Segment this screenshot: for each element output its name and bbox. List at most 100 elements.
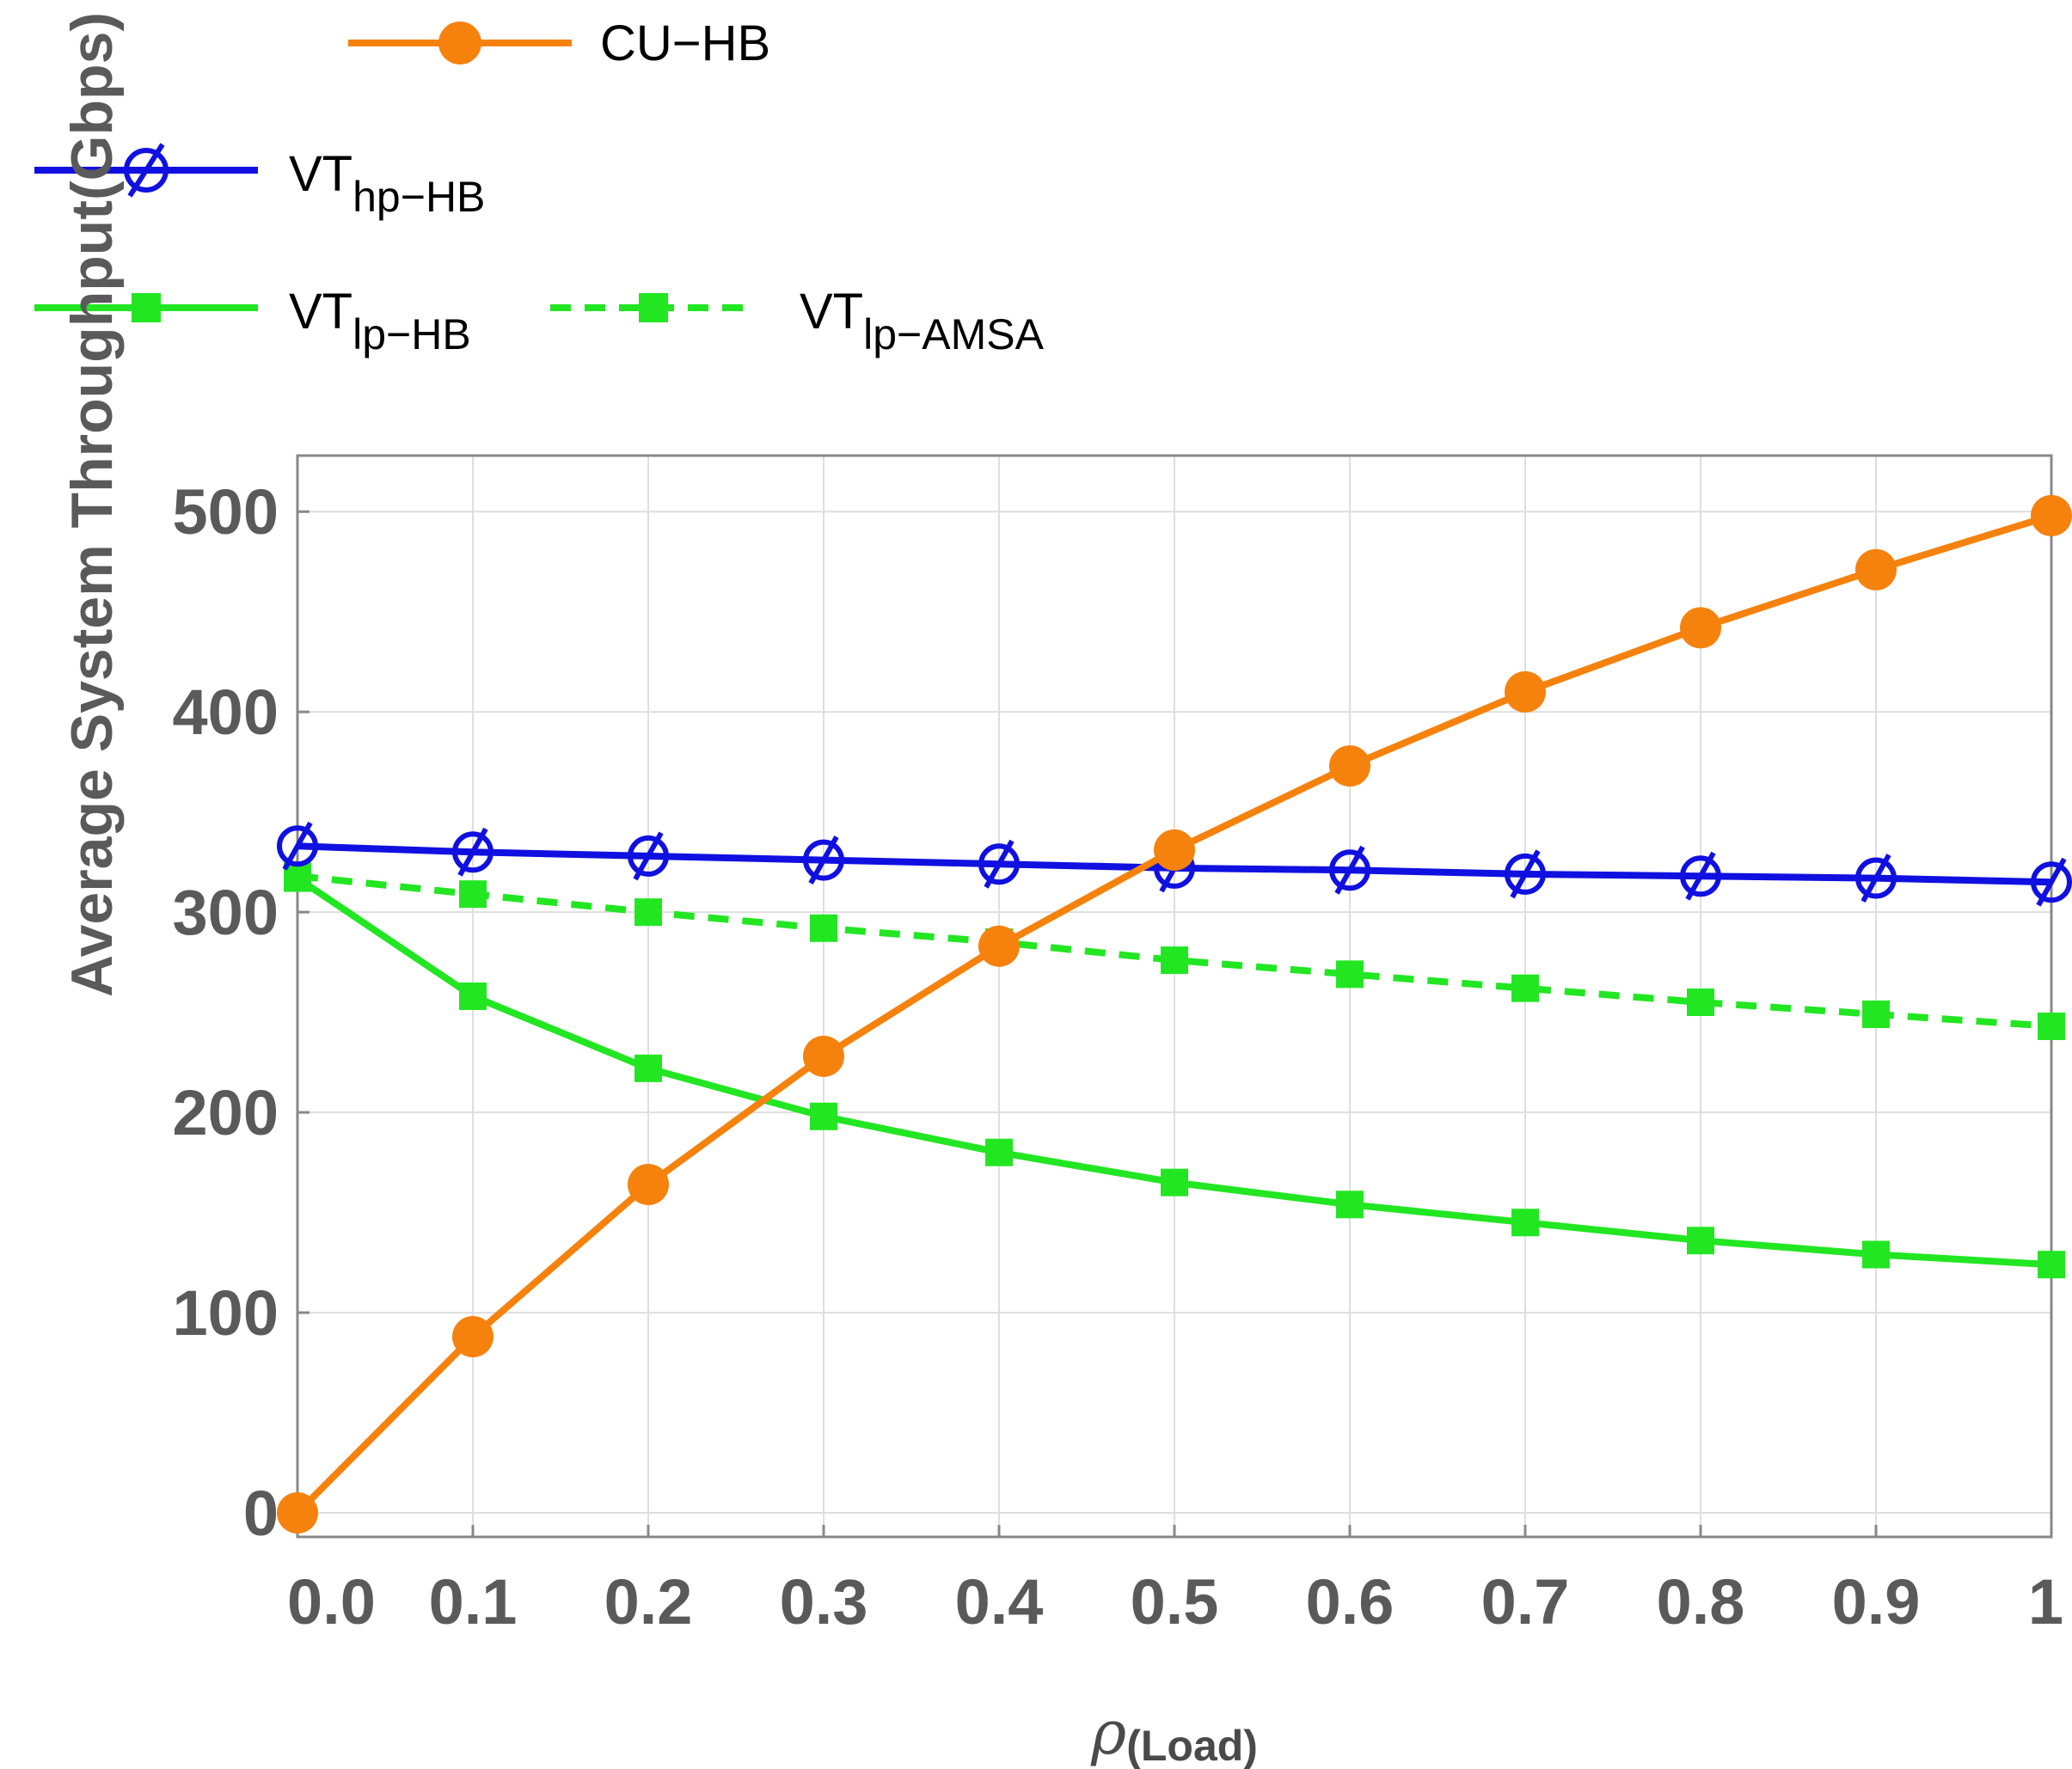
x-tick-label: 0.6 [1306, 1566, 1395, 1637]
data-point-vt-hp-hb [452, 831, 493, 873]
x-ticks: 0.0 0.1 0.2 0.3 0.4 0.5 0.6 0.7 0.8 0.9 1 [287, 1525, 2063, 1637]
x-tick-label: 0.8 [1657, 1566, 1745, 1637]
legend-label-vt-hp-hb: VThp−HB [289, 146, 485, 221]
data-point-slash-vt-hp-hb [1510, 849, 1541, 899]
legend-label-vt-hp-hb-main: VT [289, 146, 352, 202]
legend-label-vt-lp-amsa: VTlp−AMSA [800, 284, 1045, 358]
data-point-vt-lp-amsa [459, 880, 487, 909]
data-point-slash-vt-hp-hb [808, 836, 839, 885]
data-point-vt-hp-hb [2031, 861, 2072, 903]
legend-entry-vt-lp-amsa: VTlp−AMSA [550, 284, 1045, 358]
y-tick-label: 300 [173, 877, 279, 948]
series-layer [277, 494, 2072, 1534]
legend-label-cu-hb: CU−HB [600, 15, 770, 71]
data-point-cu-hb [2031, 494, 2072, 536]
data-point-vt-lp-amsa [1511, 974, 1539, 1002]
legend-label-vt-lp-hb: VTlp−HB [289, 284, 471, 358]
data-point-vt-lp-hb [810, 1102, 837, 1130]
data-point-vt-lp-hb [284, 864, 311, 892]
data-point-vt-hp-hb [628, 835, 669, 877]
y-tick-label: 500 [173, 476, 279, 548]
y-tick-label: 100 [173, 1277, 279, 1349]
data-point-cu-hb [1329, 745, 1370, 787]
data-point-vt-lp-hb [1687, 1227, 1714, 1255]
data-point-vt-lp-amsa [1862, 1000, 1890, 1028]
legend-label-vt-lp-hb-main: VT [289, 284, 352, 340]
data-point-slash-vt-hp-hb [633, 831, 664, 881]
data-point-slash-vt-hp-hb [282, 821, 313, 871]
data-point-slash-vt-hp-hb [457, 827, 488, 877]
data-point-vt-lp-hb [1336, 1191, 1364, 1219]
data-point-cu-hb [1855, 548, 1897, 591]
data-point-vt-lp-hb [1161, 1168, 1188, 1197]
x-tick-label: 0.4 [955, 1566, 1044, 1637]
data-point-cu-hb [277, 1492, 318, 1534]
legend-marker-vt-hp-hb [124, 148, 169, 193]
legend-label-cu-hb-main: CU−HB [600, 15, 770, 71]
data-point-vt-lp-amsa [810, 914, 837, 942]
y-ticks: 0 100 200 300 400 500 [173, 476, 310, 1549]
x-tick-label: 0.9 [1832, 1566, 1921, 1637]
legend-marker-vt-hp-hb-slash [127, 143, 165, 198]
data-point-cu-hb [452, 1316, 493, 1358]
data-point-vt-hp-hb [1505, 853, 1546, 895]
data-point-slash-vt-hp-hb [1861, 854, 1891, 903]
data-point-vt-lp-amsa [1161, 946, 1188, 975]
legend-entry-cu-hb: CU−HB [348, 15, 770, 71]
data-point-cu-hb [803, 1035, 844, 1077]
y-tick-label: 200 [173, 1077, 279, 1148]
series-vt-lp-hb [284, 864, 2065, 1279]
y-tick-label: 400 [173, 676, 279, 748]
x-tick-label: 0.5 [1131, 1566, 1219, 1637]
data-point-vt-lp-amsa [2038, 1012, 2065, 1040]
data-point-vt-lp-hb [2038, 1251, 2065, 1279]
data-point-vt-hp-hb [978, 843, 1020, 885]
data-point-vt-lp-amsa [1336, 960, 1364, 989]
legend-marker-cu-hb [438, 21, 481, 64]
data-point-vt-hp-hb [803, 839, 844, 881]
series-cu-hb [277, 494, 2072, 1534]
x-axis-title-symbol: ρ [1090, 1698, 1126, 1768]
data-point-cu-hb [1680, 607, 1721, 649]
data-point-vt-lp-hb [634, 1054, 662, 1082]
legend-entry-vt-hp-hb: VThp−HB [34, 143, 485, 221]
x-axis-title: ρ(Load) [1090, 1698, 1258, 1769]
x-tick-label: 0.2 [604, 1566, 693, 1637]
x-tick-label: 1 [2028, 1566, 2063, 1637]
data-point-vt-lp-amsa [634, 898, 662, 927]
legend-label-vt-hp-hb-sub: hp−HB [352, 173, 485, 221]
data-point-vt-lp-amsa [1687, 988, 1714, 1016]
data-point-vt-hp-hb [1680, 855, 1721, 897]
legend-marker-vt-lp-amsa [639, 293, 668, 322]
legend-entry-vt-lp-hb: VTlp−HB [34, 284, 471, 358]
data-point-vt-lp-hb [1511, 1209, 1539, 1237]
data-point-cu-hb [978, 925, 1020, 967]
x-tick-label: 0.7 [1481, 1566, 1570, 1637]
x-tick-label: 0.3 [780, 1566, 868, 1637]
data-point-cu-hb [1505, 670, 1546, 713]
series-line-vt-lp-amsa [297, 872, 2052, 1030]
legend-label-vt-lp-amsa-main: VT [800, 284, 863, 340]
data-point-vt-hp-hb [277, 825, 318, 867]
legend-label-vt-lp-amsa-sub: lp−AMSA [863, 310, 1044, 358]
grid-horizontal [297, 511, 2051, 1515]
data-point-slash-vt-hp-hb [1334, 845, 1365, 895]
y-tick-label: 0 [243, 1478, 279, 1549]
data-point-vt-lp-hb [985, 1138, 1013, 1166]
data-point-cu-hb [628, 1163, 669, 1205]
data-point-cu-hb [1154, 829, 1195, 871]
y-axis-title: Average System Throughput(Gbps) [59, 12, 125, 997]
data-point-vt-lp-hb [459, 982, 487, 1010]
legend: CU−HB VThp−HB VTlp−HB VTlp−AMSA [34, 15, 1045, 358]
legend-marker-vt-lp-hb [132, 293, 161, 322]
data-point-slash-vt-hp-hb [2036, 857, 2067, 907]
data-point-slash-vt-hp-hb [984, 839, 1015, 889]
data-point-vt-lp-hb [1862, 1240, 1890, 1269]
data-point-vt-hp-hb [1329, 849, 1370, 891]
x-tick-label: 0.1 [429, 1566, 518, 1637]
data-point-vt-hp-hb [1855, 857, 1897, 899]
x-tick-label: 0.0 [287, 1566, 376, 1637]
x-axis-title-subscript: (Load) [1126, 1722, 1258, 1769]
legend-label-vt-lp-hb-sub: lp−HB [352, 310, 471, 358]
